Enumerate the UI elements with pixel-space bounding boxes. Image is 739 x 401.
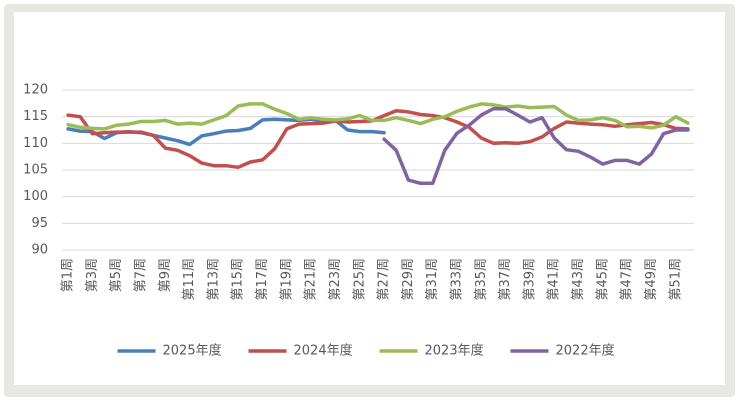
x-tick-label: 第43周	[571, 258, 586, 301]
legend-label: 2025年度	[163, 343, 222, 359]
x-tick-label: 第15周	[231, 258, 246, 301]
x-tick-label: 第11周	[182, 258, 197, 301]
x-tick-label: 第29周	[401, 258, 416, 301]
x-tick-label: 第5周	[109, 258, 124, 292]
legend-label: 2022年度	[556, 343, 615, 359]
y-tick-label: 115	[23, 109, 48, 124]
y-tick-label: 105	[23, 163, 48, 178]
y-tick-label: 120	[23, 83, 48, 98]
y-tick-label: 100	[23, 189, 48, 204]
x-tick-label: 第25周	[352, 258, 367, 301]
x-tick-label: 第27周	[377, 258, 392, 301]
x-tick-label: 第13周	[206, 258, 221, 301]
x-tick-label: 第19周	[279, 258, 294, 301]
x-tick-label: 第51周	[668, 258, 683, 301]
x-tick-label: 第23周	[328, 258, 343, 301]
series-line	[66, 109, 690, 170]
series-line	[66, 102, 690, 131]
y-tick-label: 95	[31, 216, 48, 231]
x-tick-label: 第31周	[425, 258, 440, 301]
x-tick-label: 第41周	[547, 258, 562, 301]
x-tick-label: 第35周	[474, 258, 489, 301]
series-line	[382, 106, 690, 186]
y-tick-label: 110	[23, 136, 48, 151]
x-tick-label: 第1周	[61, 258, 76, 292]
x-tick-label: 第39周	[522, 258, 537, 301]
x-tick-label: 第9周	[158, 258, 173, 292]
x-tick-label: 第17周	[255, 258, 270, 301]
x-tick-label: 第47周	[620, 258, 635, 301]
x-tick-label: 第21周	[304, 258, 319, 301]
plot-background	[14, 12, 725, 385]
x-tick-label: 第49周	[644, 258, 659, 301]
legend-label: 2023年度	[425, 343, 484, 359]
x-tick-label: 第33周	[450, 258, 465, 301]
y-tick-label: 90	[31, 243, 48, 258]
legend-label: 2024年度	[294, 343, 353, 359]
x-tick-label: 第7周	[134, 258, 149, 292]
x-tick-label: 第3周	[85, 258, 100, 292]
x-tick-label: 第37周	[498, 258, 513, 301]
x-tick-label: 第45周	[595, 258, 610, 301]
